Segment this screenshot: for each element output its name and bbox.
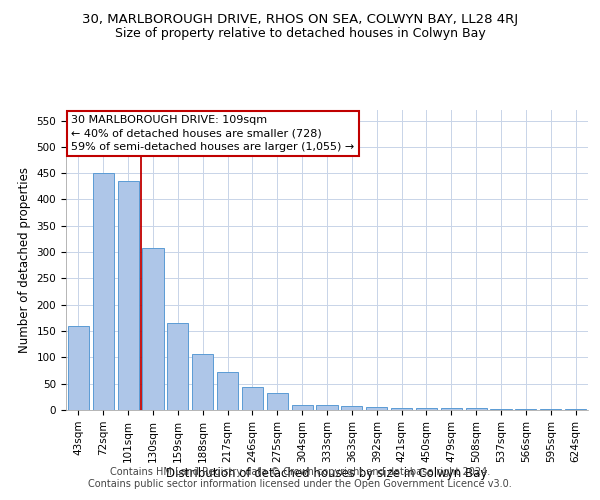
Y-axis label: Number of detached properties: Number of detached properties: [18, 167, 31, 353]
Text: Size of property relative to detached houses in Colwyn Bay: Size of property relative to detached ho…: [115, 28, 485, 40]
Bar: [341, 406, 362, 410]
Bar: [391, 408, 412, 410]
Bar: [490, 409, 512, 410]
Bar: [167, 323, 188, 410]
Bar: [316, 404, 338, 410]
Text: 30, MARLBOROUGH DRIVE, RHOS ON SEA, COLWYN BAY, LL28 4RJ: 30, MARLBOROUGH DRIVE, RHOS ON SEA, COLW…: [82, 12, 518, 26]
Bar: [142, 248, 164, 410]
Bar: [441, 408, 462, 410]
Bar: [217, 372, 238, 410]
X-axis label: Distribution of detached houses by size in Colwyn Bay: Distribution of detached houses by size …: [166, 468, 488, 480]
Bar: [192, 354, 213, 410]
Text: Contains HM Land Registry data © Crown copyright and database right 2024.
Contai: Contains HM Land Registry data © Crown c…: [88, 468, 512, 489]
Bar: [93, 173, 114, 410]
Bar: [515, 409, 536, 410]
Bar: [242, 387, 263, 410]
Text: 30 MARLBOROUGH DRIVE: 109sqm
← 40% of detached houses are smaller (728)
59% of s: 30 MARLBOROUGH DRIVE: 109sqm ← 40% of de…: [71, 116, 354, 152]
Bar: [118, 181, 139, 410]
Bar: [416, 408, 437, 410]
Bar: [267, 393, 288, 410]
Bar: [366, 408, 387, 410]
Bar: [292, 404, 313, 410]
Bar: [466, 408, 487, 410]
Bar: [68, 326, 89, 410]
